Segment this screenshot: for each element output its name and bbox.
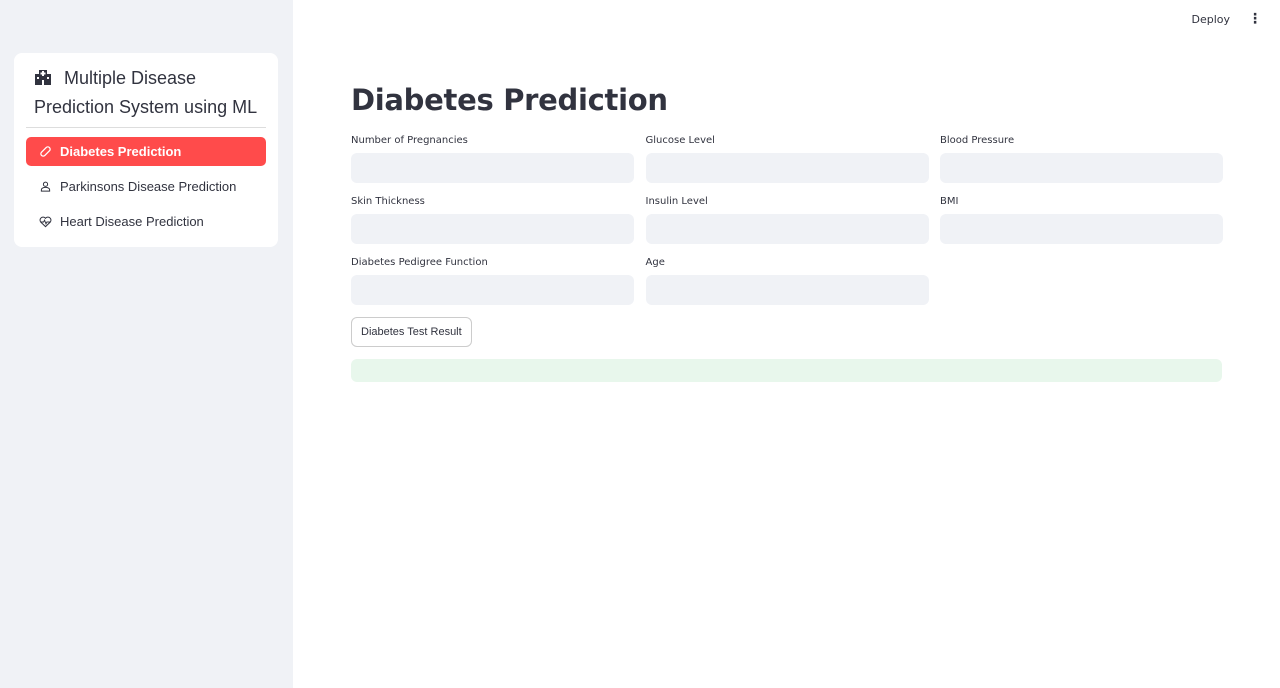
result-success-box bbox=[351, 359, 1222, 382]
sidebar-item-label: Diabetes Prediction bbox=[60, 144, 182, 159]
sidebar-item-label: Parkinsons Disease Prediction bbox=[60, 179, 237, 194]
field-label: BMI bbox=[940, 196, 959, 207]
field-label: Age bbox=[645, 257, 665, 268]
field-label: Number of Pregnancies bbox=[351, 135, 468, 146]
field-pregnancies: Number of Pregnancies bbox=[351, 134, 634, 183]
menu-title: Multiple Disease Prediction System using… bbox=[26, 65, 266, 128]
age-input[interactable] bbox=[645, 275, 929, 305]
diabetes-test-result-button[interactable]: Diabetes Test Result bbox=[351, 317, 472, 347]
field-label: Diabetes Pedigree Function bbox=[351, 257, 488, 268]
field-label: Glucose Level bbox=[645, 135, 715, 146]
field-glucose: Glucose Level bbox=[645, 134, 929, 183]
pregnancies-input[interactable] bbox=[351, 153, 634, 183]
insulin-input[interactable] bbox=[645, 214, 929, 244]
field-bmi: BMI bbox=[940, 195, 1223, 244]
heart-pulse-icon bbox=[38, 216, 52, 228]
sidebar-item-diabetes[interactable]: Diabetes Prediction bbox=[26, 137, 266, 166]
field-blood-pressure: Blood Pressure bbox=[940, 134, 1223, 183]
page-title: Diabetes Prediction bbox=[351, 83, 668, 117]
field-pedigree: Diabetes Pedigree Function bbox=[351, 256, 634, 305]
sidebar-item-label: Heart Disease Prediction bbox=[60, 214, 204, 229]
deploy-button[interactable]: Deploy bbox=[1191, 12, 1230, 26]
hospital-icon bbox=[34, 67, 52, 94]
field-insulin: Insulin Level bbox=[645, 195, 929, 244]
option-menu: Multiple Disease Prediction System using… bbox=[14, 53, 278, 247]
input-grid: Number of Pregnancies Glucose Level Bloo… bbox=[351, 134, 1223, 305]
field-label: Blood Pressure bbox=[940, 135, 1015, 146]
menu-title-text: Multiple Disease Prediction System using… bbox=[34, 68, 258, 117]
field-label: Skin Thickness bbox=[351, 196, 425, 207]
blood-pressure-input[interactable] bbox=[940, 153, 1223, 183]
person-icon bbox=[38, 181, 52, 192]
skin-thickness-input[interactable] bbox=[351, 214, 634, 244]
bmi-input[interactable] bbox=[940, 214, 1223, 244]
bandage-icon bbox=[38, 145, 52, 158]
sidebar-item-heart[interactable]: Heart Disease Prediction bbox=[26, 207, 266, 236]
glucose-input[interactable] bbox=[645, 153, 929, 183]
field-label: Insulin Level bbox=[645, 196, 708, 207]
vertical-dots-icon[interactable]: ⋮ bbox=[1248, 11, 1262, 27]
sidebar-item-parkinsons[interactable]: Parkinsons Disease Prediction bbox=[26, 172, 266, 201]
field-age: Age bbox=[645, 256, 929, 305]
pedigree-input[interactable] bbox=[351, 275, 634, 305]
sidebar: Multiple Disease Prediction System using… bbox=[0, 0, 293, 688]
top-toolbar: Deploy ⋮ bbox=[1191, 0, 1280, 38]
field-skin-thickness: Skin Thickness bbox=[351, 195, 634, 244]
